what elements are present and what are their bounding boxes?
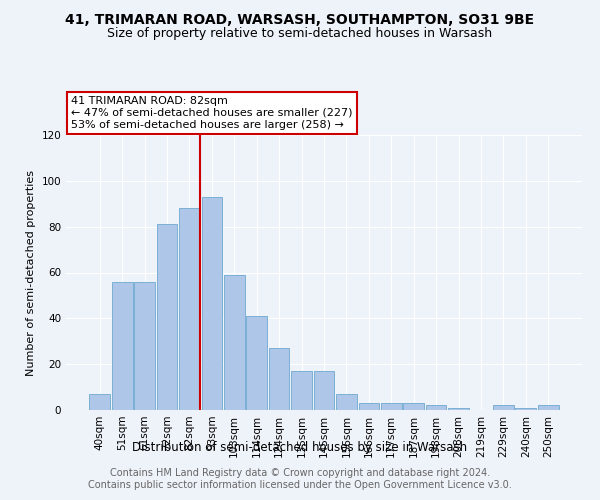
Bar: [314, 371, 334, 410]
Text: Size of property relative to semi-detached houses in Warsash: Size of property relative to semi-detach…: [107, 28, 493, 40]
Text: Distribution of semi-detached houses by size in Warsash: Distribution of semi-detached houses by …: [133, 441, 467, 454]
Text: 41, TRIMARAN ROAD, WARSASH, SOUTHAMPTON, SO31 9BE: 41, TRIMARAN ROAD, WARSASH, SOUTHAMPTON,…: [65, 12, 535, 26]
Text: 41 TRIMARAN ROAD: 82sqm
← 47% of semi-detached houses are smaller (227)
53% of s: 41 TRIMARAN ROAD: 82sqm ← 47% of semi-de…: [71, 96, 353, 130]
Bar: [269, 348, 289, 410]
Bar: [448, 408, 469, 410]
Bar: [89, 394, 110, 410]
Bar: [336, 394, 357, 410]
Bar: [179, 208, 200, 410]
Bar: [381, 403, 401, 410]
Bar: [112, 282, 133, 410]
Bar: [493, 406, 514, 410]
Bar: [515, 408, 536, 410]
Bar: [426, 406, 446, 410]
Y-axis label: Number of semi-detached properties: Number of semi-detached properties: [26, 170, 36, 376]
Bar: [403, 403, 424, 410]
Bar: [224, 275, 245, 410]
Bar: [157, 224, 178, 410]
Bar: [247, 316, 267, 410]
Bar: [134, 282, 155, 410]
Bar: [291, 371, 312, 410]
Bar: [359, 403, 379, 410]
Bar: [538, 406, 559, 410]
Text: Contains HM Land Registry data © Crown copyright and database right 2024.
Contai: Contains HM Land Registry data © Crown c…: [88, 468, 512, 490]
Bar: [202, 197, 222, 410]
